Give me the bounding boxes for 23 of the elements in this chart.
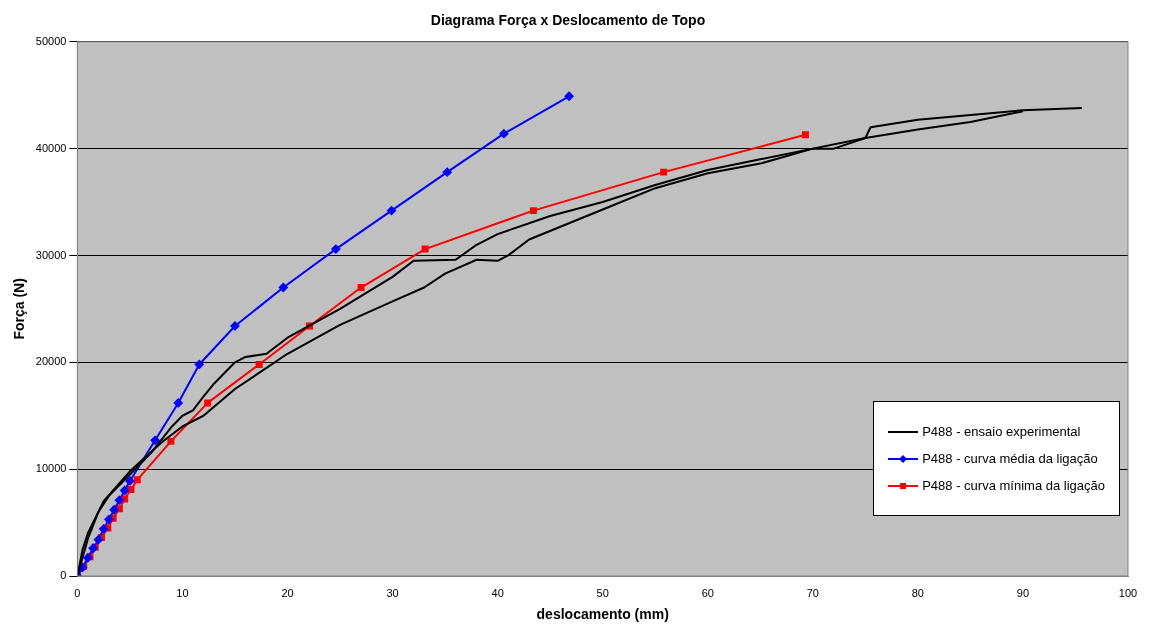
y-tick-label: 30000 (35, 248, 67, 261)
x-tick-label: 40 (491, 586, 504, 599)
x-tick-label: 100 (1118, 586, 1138, 599)
y-tick-label: 40000 (35, 141, 67, 154)
x-tick-label: 0 (74, 586, 81, 599)
y-tick-label: 20000 (35, 355, 67, 368)
x-tick-label: 60 (701, 586, 714, 599)
y-tick-label: 50000 (35, 34, 67, 47)
x-tick-label: 80 (911, 586, 924, 599)
x-tick-label: 50 (596, 586, 609, 599)
x-tick-label: 30 (386, 586, 399, 599)
y-axis-title: Força (N) (11, 278, 28, 340)
x-tick-label: 70 (806, 586, 819, 599)
x-axis-title: deslocamento (mm) (536, 606, 669, 623)
chart-title: Diagrama Força x Deslocamento de Topo (430, 12, 706, 29)
legend-label: P488 - curva média da ligação (922, 451, 1098, 466)
legend-label: P488 - curva mínima da ligação (922, 478, 1105, 493)
legend-label: P488 - ensaio experimental (922, 424, 1081, 439)
x-tick-label: 90 (1016, 586, 1030, 599)
y-tick-label: 0 (60, 569, 67, 582)
x-tick-label: 10 (176, 586, 189, 599)
y-tick-label: 10000 (35, 462, 67, 475)
x-tick-label: 20 (281, 586, 294, 599)
